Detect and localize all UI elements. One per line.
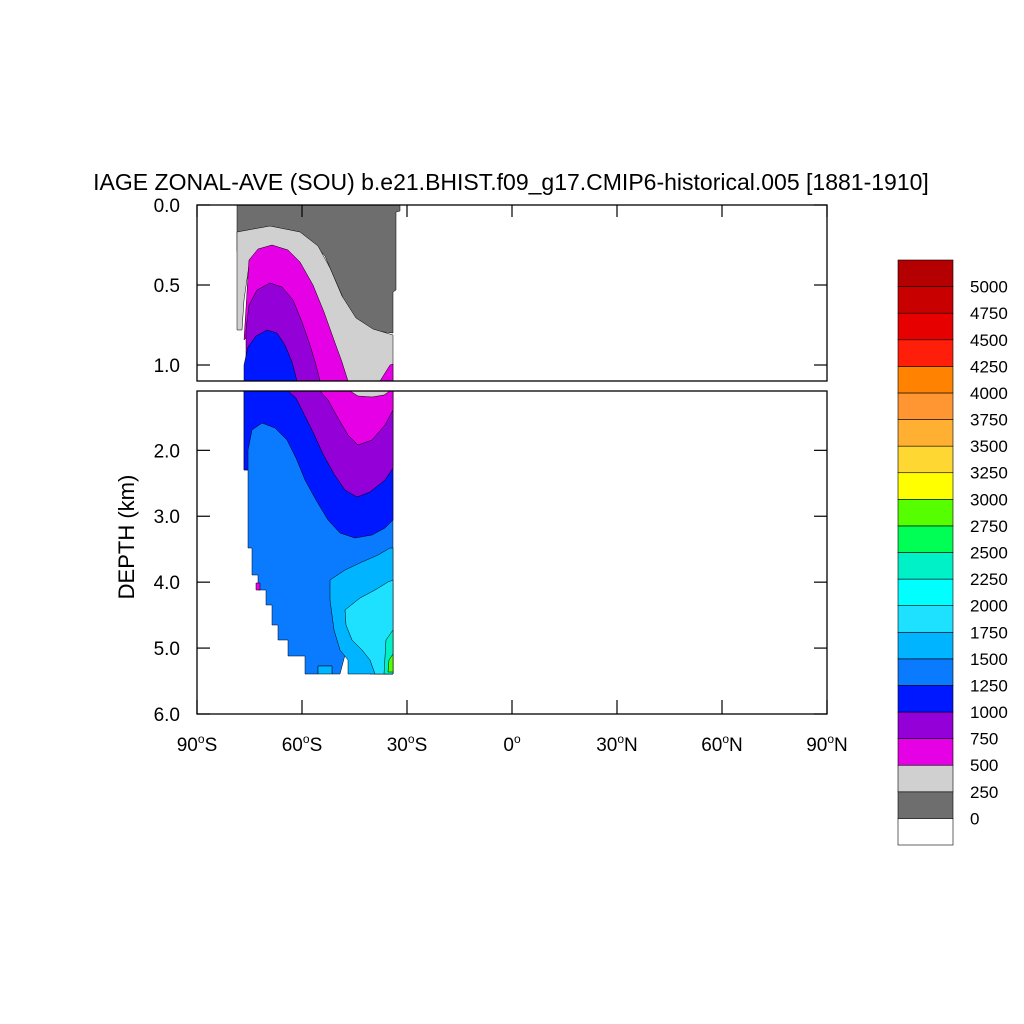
colorbar-label: 3250: [970, 464, 1008, 483]
lower-panel-field: [243, 390, 394, 675]
field-band-750-1000: [319, 390, 394, 446]
colorbar-swatch: [897, 791, 954, 819]
colorbar-label: 4750: [970, 304, 1008, 323]
colorbar-label: 0: [970, 809, 979, 828]
colorbar-label: 2500: [970, 544, 1008, 563]
y-tick-label: 5.0: [154, 639, 180, 660]
colorbar-swatch: [897, 764, 954, 793]
y-tick-label: 0.5: [154, 276, 180, 297]
colorbar-label: 4500: [970, 331, 1008, 350]
colorbar-label: 750: [970, 730, 998, 749]
colorbar-label: 4250: [970, 357, 1008, 376]
upper-panel-field: [236, 204, 401, 382]
colorbar-label: 1250: [970, 676, 1008, 695]
y-tick-label: 1.0: [154, 356, 180, 377]
y-tick-label: 6.0: [154, 705, 180, 726]
colorbar-label: 1750: [970, 623, 1008, 642]
colorbar: 0 250 500 750 1000 1250 1500 1750 2000 2250 2500 27…: [897, 259, 1008, 846]
colorbar-swatch: [897, 738, 954, 766]
colorbar-label: 5000: [970, 278, 1008, 297]
colorbar-label: 3750: [970, 411, 1008, 430]
x-tick-label: 60oN: [701, 732, 743, 756]
colorbar-swatch: [897, 259, 954, 287]
colorbar-label: 1500: [970, 650, 1008, 669]
colorbar-swatch: [897, 658, 954, 686]
y-tick-label: 0.0: [154, 196, 180, 217]
colorbar-label: 3500: [970, 437, 1008, 456]
y-tick-label: 2.0: [154, 441, 180, 462]
y-axis-label: DEPTH (km): [114, 475, 139, 600]
field-band-1750-2000-pocket: [317, 665, 333, 675]
x-axis-ticks: 90oS 60oS 30oS 0o 30oN 60oN 90oN: [177, 205, 848, 756]
colorbar-swatch: [897, 445, 954, 474]
colorbar-swatch: [897, 578, 954, 606]
y-tick-label: 4.0: [154, 573, 180, 594]
chart-title: IAGE ZONAL-AVE (SOU) b.e21.BHIST.f09_g17…: [93, 169, 929, 195]
colorbar-swatch: [897, 312, 954, 341]
colorbar-label: 3000: [970, 490, 1008, 509]
x-tick-label: 90oS: [177, 732, 218, 756]
colorbar-swatch: [897, 366, 954, 394]
colorbar-swatch: [897, 339, 954, 367]
colorbar-swatch: [897, 818, 954, 846]
x-tick-label: 0o: [503, 732, 521, 756]
x-tick-label: 90oN: [806, 732, 848, 756]
colorbar-label: 250: [970, 783, 998, 802]
y-tick-label: 3.0: [154, 507, 180, 528]
colorbar-swatch: [897, 552, 954, 580]
colorbar-swatch: [897, 605, 954, 633]
field-band-750-1000-spot: [255, 582, 261, 591]
colorbar-swatch: [897, 286, 954, 314]
colorbar-swatch: [897, 525, 954, 553]
colorbar-swatch: [897, 392, 954, 420]
colorbar-label: 2750: [970, 517, 1008, 536]
colorbar-swatch: [897, 685, 954, 713]
x-tick-label: 30oS: [387, 732, 428, 756]
colorbar-label: 4000: [970, 384, 1008, 403]
colorbar-swatch: [897, 472, 954, 500]
colorbar-label: 2250: [970, 570, 1008, 589]
x-tick-label: 30oN: [596, 732, 638, 756]
colorbar-label: 2000: [970, 597, 1008, 616]
x-tick-label: 60oS: [282, 732, 323, 756]
colorbar-swatch: [897, 631, 954, 660]
colorbar-label: 500: [970, 756, 998, 775]
colorbar-swatch: [897, 419, 954, 447]
lower-depth-panel: [196, 390, 828, 715]
colorbar-label: 1000: [970, 703, 1008, 722]
colorbar-swatch: [897, 711, 954, 739]
field-band-2750-3000: [387, 653, 394, 673]
upper-depth-panel: [196, 204, 828, 382]
colorbar-swatch: [897, 499, 954, 527]
y-axis-ticks: 0.0 0.5 1.0 2.0 3.0 4.0 5.0 6.0: [154, 196, 827, 726]
